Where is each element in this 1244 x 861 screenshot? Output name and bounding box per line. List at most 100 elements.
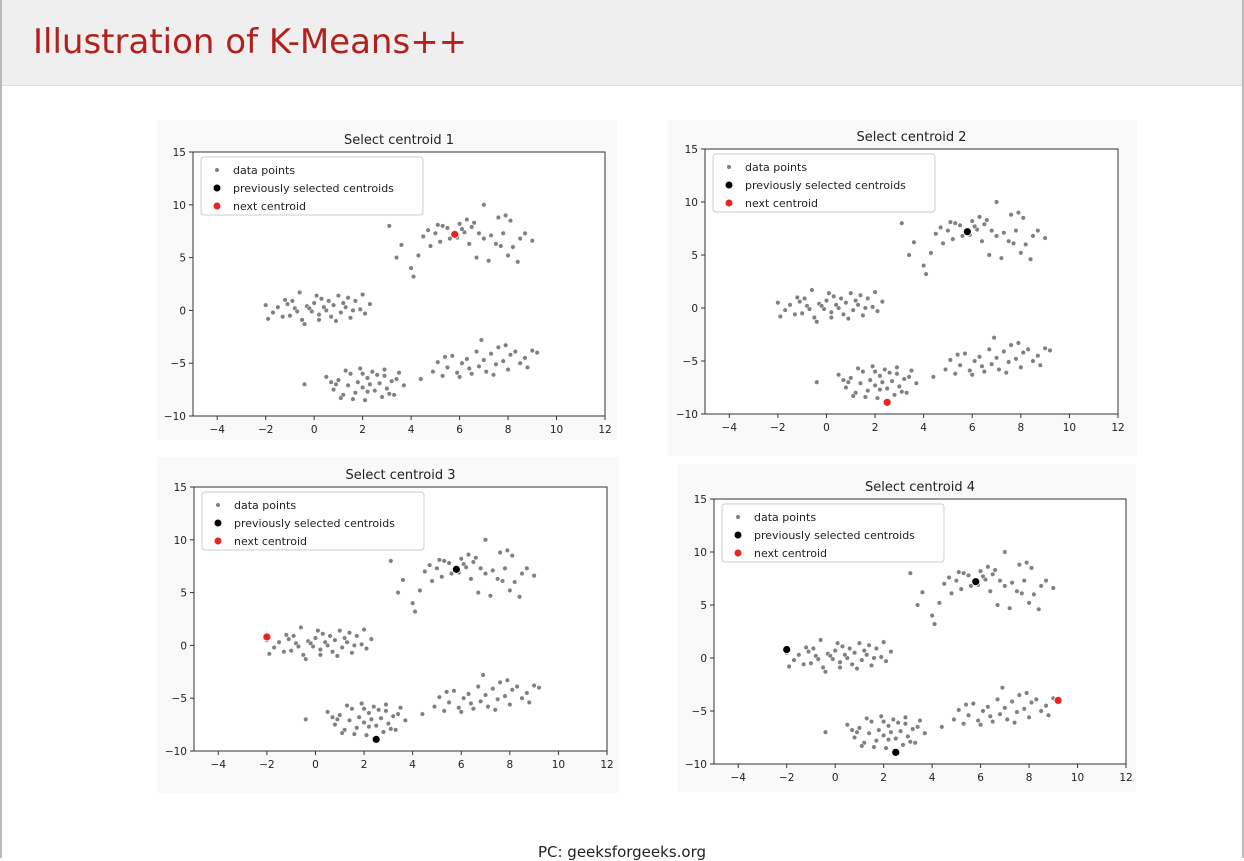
data-point	[480, 672, 486, 678]
data-point	[526, 699, 532, 705]
data-point	[355, 379, 361, 385]
data-point	[331, 302, 337, 308]
data-point	[885, 723, 892, 729]
data-point	[317, 652, 323, 658]
data-point	[363, 732, 370, 738]
data-point	[495, 344, 501, 350]
data-point	[517, 236, 523, 242]
data-point	[862, 394, 868, 400]
data-point	[956, 569, 962, 575]
data-point	[995, 602, 1001, 608]
data-point	[980, 573, 986, 579]
data-point	[441, 708, 447, 714]
x-tick-label: 12	[600, 759, 613, 771]
data-point	[876, 727, 882, 733]
scatter-chart-3: Select centroid 3 −4 −2 0 2 4 6 8 10 12 −10 −5 0 5 10 1…	[165, 468, 614, 771]
data-point	[524, 565, 530, 571]
data-point	[456, 705, 462, 711]
data-point	[980, 708, 986, 714]
data-point	[796, 652, 802, 658]
data-point	[970, 701, 976, 707]
data-point	[345, 295, 351, 301]
x-tick-label: 10	[1071, 772, 1084, 784]
y-tick-label: 10	[685, 197, 698, 209]
data-point	[478, 337, 484, 343]
data-point	[1033, 696, 1039, 702]
data-point	[333, 381, 339, 387]
data-point	[334, 716, 340, 722]
data-point	[493, 361, 499, 367]
data-point	[866, 642, 872, 648]
data-point	[917, 717, 923, 724]
x-tick-label: 0	[312, 759, 319, 771]
x-tick-label: −4	[722, 422, 738, 434]
data-point	[975, 717, 981, 724]
data-point	[378, 715, 384, 721]
data-point	[881, 719, 887, 725]
data-point	[827, 653, 833, 659]
legend-box	[712, 153, 936, 213]
data-point	[490, 372, 497, 378]
x-tick-label: 12	[1119, 772, 1132, 784]
x-tick-label: −4	[209, 424, 225, 436]
x-tick-label: 10	[1063, 422, 1076, 434]
data-point	[959, 233, 966, 239]
data-point	[993, 199, 1000, 205]
data-point	[915, 724, 921, 730]
data-point	[458, 709, 464, 715]
data-point	[473, 555, 479, 561]
data-point	[337, 628, 343, 634]
data-point	[1042, 235, 1048, 241]
data-point	[427, 562, 433, 568]
data-point	[879, 379, 885, 385]
data-point	[1030, 358, 1036, 364]
data-point	[466, 241, 472, 247]
data-point	[271, 644, 277, 651]
legend-marker-data-points	[727, 165, 731, 169]
data-point	[953, 578, 959, 584]
data-point	[930, 374, 936, 380]
data-point	[299, 317, 305, 323]
data-point	[808, 660, 814, 666]
data-point	[393, 727, 399, 733]
data-point	[492, 707, 498, 713]
data-point	[531, 573, 537, 579]
data-point	[995, 696, 1001, 702]
data-point	[979, 238, 985, 244]
scatter-chart-1: Select centroid 1 −4 −2 0 2 4 6 8 10 12 −10 −5 0 5 10 1…	[164, 133, 612, 436]
data-point	[936, 600, 942, 606]
data-point	[474, 255, 480, 261]
data-point	[481, 202, 487, 208]
data-points-group	[262, 537, 542, 744]
data-point	[855, 302, 861, 308]
data-point	[376, 707, 382, 713]
data-point	[288, 648, 294, 654]
data-point	[815, 656, 821, 662]
data-point	[856, 640, 862, 646]
data-point	[1013, 356, 1019, 362]
data-point	[998, 255, 1004, 261]
data-point	[848, 375, 854, 381]
data-point	[295, 643, 302, 650]
data-point	[512, 349, 518, 355]
data-point	[504, 677, 510, 683]
data-point	[1027, 256, 1034, 262]
data-point	[327, 633, 333, 639]
data-point	[395, 711, 401, 717]
data-point	[811, 314, 817, 321]
data-point	[465, 691, 472, 697]
data-point	[840, 311, 847, 317]
data-point	[862, 305, 868, 311]
data-point	[495, 576, 501, 582]
data-point	[792, 311, 798, 317]
data-point	[488, 351, 494, 357]
data-point	[868, 719, 875, 725]
data-point	[475, 590, 481, 596]
data-point	[323, 374, 329, 380]
data-point	[956, 707, 962, 713]
data-point	[488, 232, 494, 238]
data-point	[429, 578, 435, 584]
data-point	[847, 645, 853, 652]
data-point	[444, 225, 451, 231]
data-point	[893, 736, 899, 742]
